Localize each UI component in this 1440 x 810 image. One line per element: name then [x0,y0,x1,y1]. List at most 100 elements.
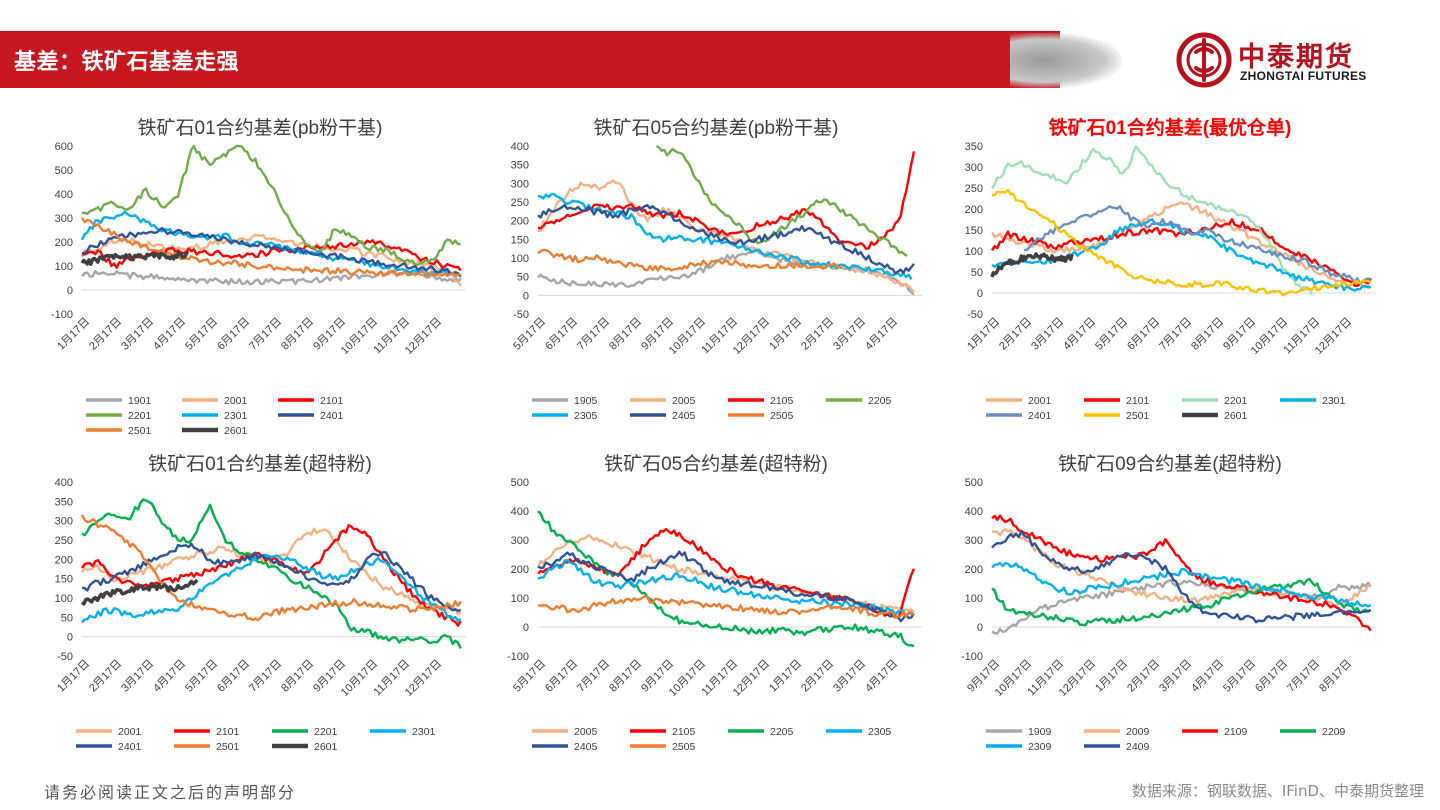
chart-3: 铁矿石01合约基差(最优仓单) -50 0 50 100 150 200 250 300 350 1… [965,116,1376,422]
series-line-2209 [991,577,1372,627]
x-tick-label: 5月17日 [1221,658,1258,695]
legend-label-2501: 2501 [1126,410,1150,422]
x-tick-label: 8月17日 [279,658,316,695]
series-line-2305 [537,559,915,618]
y-tick-label: 400 [511,506,529,518]
y-tick-label: 250 [511,197,529,209]
x-tick-label: 5月17日 [511,658,548,695]
y-tick-label: -50 [513,309,529,321]
y-tick-label: 500 [511,477,529,489]
legend-label-1901: 1901 [128,395,152,407]
series-line-2001 [990,201,1372,290]
legend-label-2101: 2101 [216,726,240,738]
series-line-2601 [990,252,1074,278]
x-tick-label: 5月17日 [511,316,548,353]
y-tick-label: 400 [965,506,983,518]
x-tick-label: 3月17日 [831,658,868,695]
x-tick-label: 1月17日 [965,316,1002,353]
series-line-2601 [80,578,199,606]
legend-label-2405: 2405 [672,410,696,422]
page-title: 基差：铁矿石基差走强 [14,50,240,75]
x-tick-label: 3月17日 [1029,316,1066,353]
legend-label-2601: 2601 [224,425,248,437]
y-tick-label: -100 [507,651,529,663]
series-line-2109 [991,514,1372,632]
chart-title: 铁矿石05合约基差(pb粉干基) [594,117,839,139]
x-tick-label: 2月17日 [1125,658,1162,695]
legend-label-2205: 2205 [868,395,892,407]
x-tick-label: 6月17日 [1253,658,1290,695]
legend-label-2409: 2409 [1126,741,1150,753]
y-tick-label: 100 [55,261,73,273]
y-tick-label: 600 [55,141,73,153]
x-tick-label: 3月17日 [119,658,156,695]
legend-label-2501: 2501 [216,741,240,753]
y-tick-label: 50 [61,612,73,624]
series-line-2201 [81,498,462,649]
y-tick-label: 0 [67,285,73,297]
y-tick-label: 350 [55,496,73,508]
y-tick-label: 400 [55,189,73,201]
y-tick-label: 100 [965,246,983,258]
y-tick-label: 0 [523,622,529,634]
legend-label-2301: 2301 [412,726,436,738]
legend-label-2309: 2309 [1028,741,1052,753]
series-line-2405 [537,550,915,623]
series-line-2401 [1023,205,1372,285]
y-tick-label: 350 [965,141,983,153]
legend-label-2209: 2209 [1322,726,1346,738]
series-line-2301 [81,553,462,624]
legend-label-2205: 2205 [770,726,794,738]
x-tick-label: 8月17日 [1189,316,1226,353]
legend-label-2305: 2305 [574,410,598,422]
y-tick-label: 500 [55,165,73,177]
y-tick-label: 300 [965,162,983,174]
x-tick-label: 1月17日 [1093,658,1130,695]
legend-label-2601: 2601 [314,741,338,753]
series-line-2201 [991,145,1314,296]
series-line-2005 [536,533,915,613]
x-tick-label: 2月17日 [87,316,124,353]
y-tick-label: 50 [517,272,529,284]
y-tick-label: 200 [511,216,529,228]
series-line-1909 [991,578,1372,635]
y-tick-label: 100 [511,253,529,265]
series-line-2001 [80,527,462,616]
x-tick-label: 6月17日 [215,316,252,353]
series-line-2501 [80,514,462,622]
legend-label-2101: 2101 [320,395,344,407]
legend-label-2201: 2201 [1224,395,1248,407]
x-tick-label: 4月17日 [1189,658,1226,695]
series-line-2101 [81,524,462,627]
header-bar [0,31,1060,88]
x-tick-label: 5月17日 [183,658,220,695]
x-tick-label: 6月17日 [543,658,580,695]
legend-label-2009: 2009 [1126,726,1150,738]
series-line-2005 [537,179,915,294]
legend-label-2505: 2505 [770,410,794,422]
legend-label-2301: 2301 [224,410,248,422]
x-tick-label: 8月17日 [1317,658,1354,695]
y-tick-label: -100 [961,651,983,663]
y-tick-label: -50 [967,309,983,321]
header-shadow [1010,33,1122,88]
x-tick-label: 6月17日 [1125,316,1162,353]
y-tick-label: 350 [511,160,529,172]
x-tick-label: 1月17日 [55,658,92,695]
logo-name-cn: 中泰期货 [1238,42,1354,73]
series-line-2405 [537,204,915,275]
x-tick-label: 1月17日 [55,316,92,353]
chart-5: 铁矿石05合约基差(超特粉) -100 0 100 200 300 400 500 5月17日6… [507,453,922,753]
y-tick-label: 250 [55,535,73,547]
y-tick-label: 300 [511,535,529,547]
x-tick-label: 8月17日 [279,316,316,353]
legend-label-2105: 2105 [770,395,794,407]
legend-label-2401: 2401 [320,410,344,422]
series-line-2409 [991,530,1372,624]
series-line-2401 [81,226,462,278]
y-tick-label: 300 [55,213,73,225]
zhongtai-logo-icon [1176,32,1232,88]
y-tick-label: 100 [965,593,983,605]
chart-6: 铁矿石09合约基差(超特粉)-10001002003004005009月17日1… [961,453,1376,753]
legend-label-2001: 2001 [1028,395,1052,407]
